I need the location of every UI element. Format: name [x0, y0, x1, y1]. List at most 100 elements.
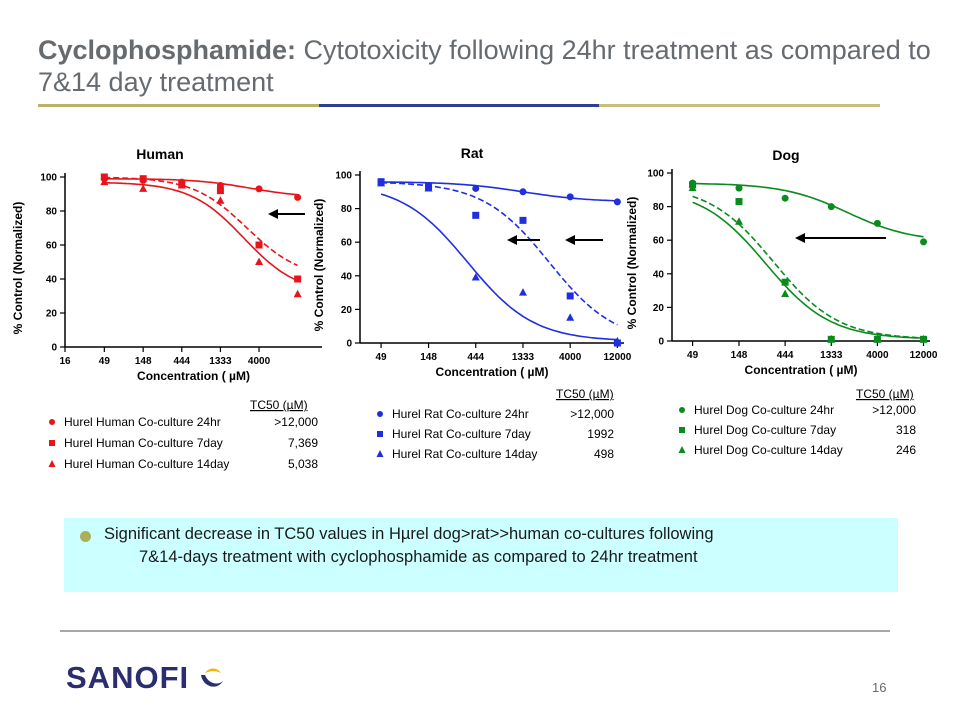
data-point-triangle	[688, 183, 697, 192]
logo-wordmark: SANOFI	[66, 660, 190, 695]
data-point-square	[519, 216, 527, 224]
x-axis-label: Concentration ( µM)	[745, 363, 858, 377]
y-tick-label: 0	[658, 337, 664, 348]
panel-title-rat: Rat	[461, 145, 484, 161]
x-tick-label: 1333	[209, 356, 232, 367]
title-rule-segment-2	[318, 104, 600, 107]
legend-header-tc50: TC50 (µM)	[856, 387, 914, 401]
x-tick-label: 12000	[603, 352, 631, 363]
arrow-head-icon	[507, 235, 517, 245]
legend-entry: Hurel Human Co-culture 7day	[64, 436, 223, 450]
y-tick-label: 20	[341, 305, 353, 316]
legend-marker-triangle	[678, 446, 686, 453]
data-point-triangle	[139, 184, 148, 192]
legend-marker-triangle	[48, 460, 56, 467]
legend-marker-circle	[377, 411, 383, 417]
x-axis-label: Concentration ( µM)	[436, 365, 549, 379]
legend-tc50-value: 1992	[587, 427, 614, 441]
data-point-square	[255, 241, 263, 249]
legend-header-tc50: TC50 (µM)	[250, 398, 308, 412]
legend-entry: Hurel Dog Co-culture 14day	[694, 443, 843, 457]
y-tick-label: 80	[653, 202, 665, 213]
legend-marker-square	[49, 440, 55, 446]
legend-tc50-value: >12,000	[570, 407, 614, 421]
page-number: 16	[872, 680, 887, 695]
legend-entry: Hurel Rat Co-culture 14day	[392, 447, 537, 461]
y-tick-label: 100	[40, 173, 57, 184]
y-axis-label: % Control (Normalized)	[312, 199, 326, 332]
x-tick-label: 49	[687, 350, 699, 361]
y-axis-label: % Control (Normalized)	[11, 202, 25, 335]
legend-marker-triangle	[376, 450, 384, 457]
x-tick-label: 148	[731, 350, 748, 361]
data-point-circle	[294, 193, 302, 201]
data-point-triangle	[566, 313, 575, 321]
data-point-circle	[781, 194, 789, 202]
x-tick-label: 148	[420, 352, 437, 363]
y-tick-label: 20	[46, 309, 58, 320]
data-point-circle	[566, 193, 574, 201]
arrow-head-icon	[268, 209, 278, 219]
data-point-square	[472, 211, 480, 219]
x-tick-label: 444	[777, 350, 794, 361]
legend-tc50-value: >12,000	[872, 403, 916, 417]
data-point-triangle	[177, 181, 186, 189]
title-rule-segment-3	[599, 104, 881, 107]
x-tick-label: 16	[59, 356, 71, 367]
x-axis-label: Concentration ( µM)	[137, 369, 250, 383]
y-tick-label: 80	[46, 207, 58, 218]
panel-title-human: Human	[136, 146, 183, 162]
fit-curve-circle	[692, 182, 924, 238]
data-point-circle	[827, 203, 835, 211]
data-point-triangle	[471, 272, 480, 281]
slide-title-rest: Cytotoxicity following 24hr treatment as…	[38, 35, 931, 97]
y-tick-label: 60	[341, 238, 353, 249]
data-point-circle	[255, 185, 263, 193]
y-tick-label: 40	[46, 275, 58, 286]
legend-entry: Hurel Rat Co-culture 24hr	[392, 407, 529, 421]
x-tick-label: 49	[376, 352, 388, 363]
fit-curve-circle	[381, 181, 618, 202]
bullet-icon	[80, 531, 91, 542]
data-point-square	[294, 275, 302, 283]
y-tick-label: 40	[653, 269, 665, 280]
y-tick-label: 60	[653, 236, 665, 247]
y-axis-label: % Control (Normalized)	[625, 197, 639, 330]
footer-rule	[60, 630, 890, 632]
summary-line-1: Significant decrease in TC50 values in H…	[104, 525, 714, 543]
data-point-circle	[519, 188, 527, 196]
x-tick-label: 4000	[866, 350, 889, 361]
fit-curve-triangle	[692, 201, 924, 339]
data-point-triangle	[216, 196, 225, 204]
data-point-square	[216, 187, 224, 195]
data-point-triangle	[518, 288, 527, 296]
data-point-square	[735, 198, 743, 206]
slide-title-bold: Cyclophosphamide:	[38, 35, 297, 65]
y-tick-label: 80	[341, 204, 353, 215]
summary-callout: Significant decrease in TC50 values in H…	[64, 518, 898, 592]
legend-marker-square	[377, 431, 383, 437]
x-tick-label: 1333	[820, 350, 843, 361]
fit-curve-square	[381, 181, 618, 326]
legend-entry: Hurel Rat Co-culture 7day	[392, 427, 531, 441]
data-point-square	[139, 175, 147, 183]
fit-curve-circle	[104, 178, 298, 196]
y-tick-label: 0	[51, 343, 57, 354]
panel-title-dog: Dog	[772, 147, 799, 163]
data-point-circle	[613, 198, 621, 206]
sanofi-bird-icon	[201, 668, 224, 687]
data-point-square	[100, 173, 108, 181]
x-tick-label: 148	[135, 356, 152, 367]
legend-tc50-value: 318	[896, 423, 916, 437]
data-point-square	[566, 292, 574, 300]
y-tick-label: 100	[647, 169, 664, 180]
data-point-triangle	[100, 177, 109, 186]
data-point-square	[781, 278, 789, 286]
x-tick-label: 444	[173, 356, 190, 367]
fit-curve-square	[104, 176, 298, 267]
legend-tc50-value: >12,000	[274, 415, 318, 429]
data-point-triangle	[293, 289, 302, 298]
data-point-circle	[873, 219, 881, 227]
fit-curve-triangle	[380, 193, 618, 341]
x-tick-label: 49	[99, 356, 111, 367]
